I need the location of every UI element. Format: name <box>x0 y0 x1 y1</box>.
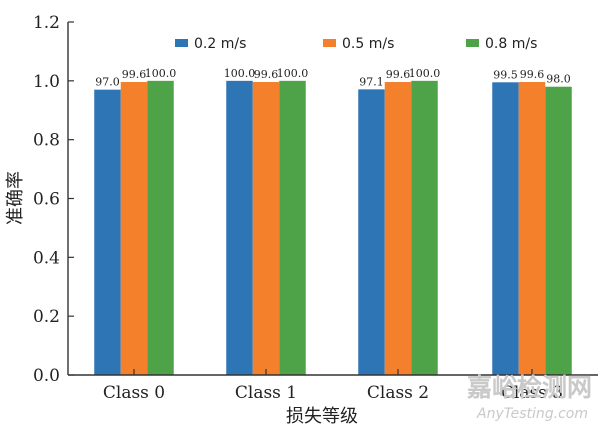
bar <box>545 86 572 375</box>
bar <box>147 80 174 375</box>
x-axis-label: 损失等级 <box>286 406 358 427</box>
data-label: 97.1 <box>359 75 384 88</box>
y-tick-label: 0.8 <box>33 131 60 151</box>
legend: 0.2 m/s 0.5 m/s 0.8 m/s <box>175 36 537 52</box>
bar <box>411 80 438 375</box>
data-label: 99.6 <box>254 68 279 81</box>
x-ticks: Class 0 Class 1 Class 2 Class 3 <box>103 369 563 403</box>
watermark-en: AnyTesting.com <box>476 406 588 422</box>
legend-swatch <box>466 39 479 47</box>
bar <box>226 80 253 375</box>
data-label: 99.5 <box>493 68 518 81</box>
data-label: 100.0 <box>277 67 309 80</box>
bars-group <box>94 80 572 376</box>
y-tick-label: 1.2 <box>33 13 60 33</box>
bar <box>279 80 306 375</box>
bar <box>252 82 280 375</box>
data-label: 99.6 <box>386 68 411 81</box>
data-label: 100.0 <box>409 67 441 80</box>
y-tick-label: 0.0 <box>33 366 60 386</box>
legend-label: 0.5 m/s <box>342 36 394 52</box>
legend-swatch <box>323 39 336 47</box>
data-label: 98.0 <box>546 73 571 86</box>
y-tick-label: 1.0 <box>33 72 60 92</box>
data-label: 100.0 <box>224 67 256 80</box>
bar <box>384 82 412 375</box>
y-tick-label: 0.6 <box>33 190 60 210</box>
x-tick-label: Class 2 <box>367 383 429 403</box>
x-tick-label: Class 1 <box>235 383 297 403</box>
watermark: 嘉峪检测网 AnyTesting.com <box>467 373 592 422</box>
watermark-cn: 嘉峪检测网 <box>467 373 592 402</box>
legend-label: 0.2 m/s <box>194 36 246 52</box>
legend-label: 0.8 m/s <box>485 36 537 52</box>
data-label: 100.0 <box>145 67 177 80</box>
x-tick-label: Class 0 <box>103 383 165 403</box>
bar <box>518 82 546 375</box>
legend-swatch <box>175 39 188 47</box>
y-tick-label: 0.2 <box>33 307 60 327</box>
bar <box>358 89 385 375</box>
bar <box>492 82 519 375</box>
bar <box>120 82 148 375</box>
y-axis-label: 准确率 <box>5 171 26 225</box>
data-label: 97.0 <box>95 76 120 89</box>
y-tick-label: 0.4 <box>33 248 60 268</box>
x-tick-label: Class 3 <box>501 383 563 403</box>
data-label: 99.6 <box>122 68 147 81</box>
y-ticks: 0.0 0.2 0.4 0.6 0.8 1.0 1.2 <box>33 13 74 386</box>
data-label: 99.6 <box>520 68 545 81</box>
bar <box>94 89 121 376</box>
